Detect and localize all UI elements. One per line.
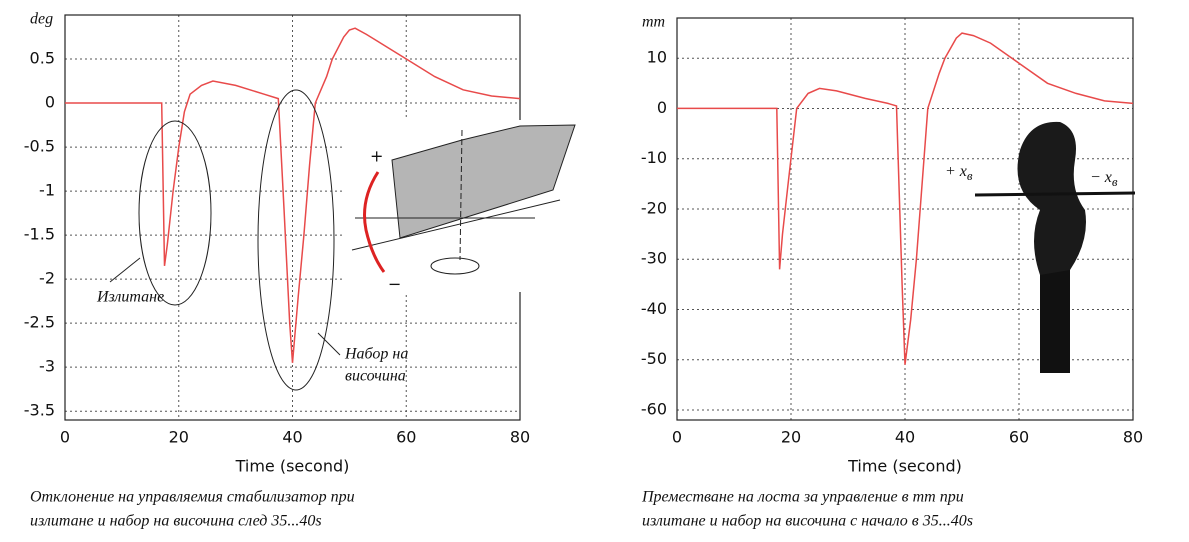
y-tick-label: -40 [641, 299, 667, 318]
joystick-grip [1018, 122, 1087, 275]
x-tick-label: 40 [895, 428, 915, 447]
y-tick-label: -10 [641, 148, 667, 167]
y-tick-label: -50 [641, 349, 667, 368]
y-tick-label: -3.5 [24, 401, 55, 420]
x-tick-label: 0 [672, 428, 682, 447]
y-tick-label: -2.5 [24, 313, 55, 332]
annotation-sub: в [1112, 174, 1118, 189]
y-tick-label: 0.5 [30, 49, 55, 68]
y-axis-label: mm [642, 14, 665, 31]
x-tick-label: 80 [1123, 428, 1143, 447]
x-tick-label: 20 [169, 428, 189, 447]
ellipse [258, 90, 334, 390]
caption: Отклонение на управляемия стабилизатор п… [30, 489, 355, 506]
annotation: Излитане [96, 289, 164, 306]
decor: + − [110, 90, 1135, 390]
annotation: височина [345, 368, 406, 385]
caption: излитане и набор на височина след 35...4… [30, 513, 322, 530]
sketch-plus: + [370, 147, 383, 166]
x-tick-label: 80 [510, 428, 530, 447]
y-tick-label: -30 [641, 249, 667, 268]
annotation-text: − x [1090, 169, 1112, 186]
y-tick-label: -1.5 [24, 225, 55, 244]
joystick-axis [975, 193, 1135, 195]
y-tick-label: 10 [647, 48, 667, 67]
y-tick-label: 0 [657, 98, 667, 117]
annotation: + xв [945, 163, 973, 183]
y-tick-label: -0.5 [24, 137, 55, 156]
annotation: Набор на [344, 346, 408, 363]
annotation: − xв [1090, 169, 1118, 189]
y-tick-label: -2 [39, 269, 55, 288]
y-tick-label: -1 [39, 181, 55, 200]
y-tick-label: -20 [641, 198, 667, 217]
y-tick-label: -60 [641, 399, 667, 418]
page: -60-50-40-30-20-10010020406080mmTime (se… [0, 0, 1189, 542]
annotation-sub: в [967, 168, 973, 183]
caption: излитане и набор на височина с начало в … [642, 513, 973, 530]
y-axis-label: deg [30, 11, 53, 28]
sketch-minus: − [388, 275, 401, 294]
x-tick-label: 60 [396, 428, 416, 447]
caption: Преместване на лоста за управление в mm … [641, 489, 964, 506]
x-tick-label: 20 [781, 428, 801, 447]
x-axis-label: Time (second) [235, 457, 350, 476]
annotation-text: + x [945, 163, 967, 180]
x-tick-label: 0 [60, 428, 70, 447]
y-tick-label: 0 [45, 93, 55, 112]
y-tick-label: -3 [39, 357, 55, 376]
x-tick-label: 60 [1009, 428, 1029, 447]
ellipse [139, 121, 211, 305]
x-tick-label: 40 [282, 428, 302, 447]
pointer [110, 258, 140, 282]
x-axis-label: Time (second) [847, 457, 962, 476]
